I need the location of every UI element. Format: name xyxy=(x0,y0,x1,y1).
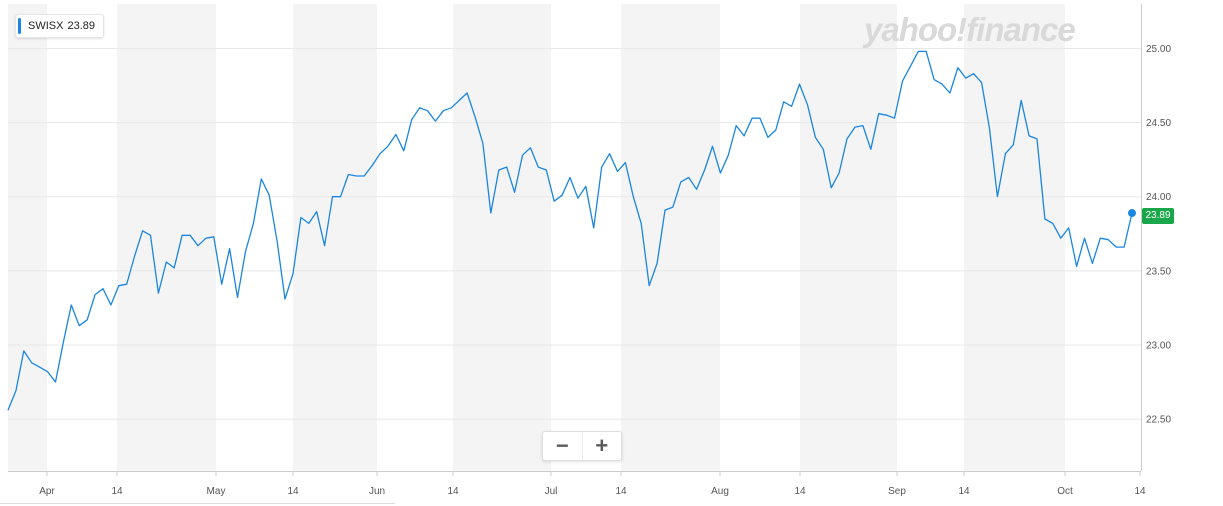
price-series[interactable] xyxy=(7,50,1136,411)
x-tick-label: 14 xyxy=(111,486,123,497)
y-tick-label: 22.50 xyxy=(1146,415,1171,426)
x-tick-label: Aug xyxy=(711,486,729,497)
background-band xyxy=(8,4,47,471)
y-tick-label: 23.50 xyxy=(1146,266,1171,277)
x-tick-label: 14 xyxy=(287,486,299,497)
ticker-badge[interactable]: SWISX 23.89 xyxy=(15,14,104,38)
chart-axes xyxy=(8,4,1142,476)
x-tick-label: 14 xyxy=(1134,486,1146,497)
background-band xyxy=(453,4,551,471)
y-tick-label: 23.00 xyxy=(1146,340,1171,351)
y-axis-tick-labels: 22.50 23.00 23.50 24.00 24.50 25.00 xyxy=(1146,44,1171,426)
y-tick-label: 24.50 xyxy=(1146,118,1171,129)
x-tick-label: Jun xyxy=(369,486,385,497)
y-tick-label: 25.00 xyxy=(1146,44,1171,55)
background-band xyxy=(621,4,720,471)
x-tick-label: 14 xyxy=(794,486,806,497)
price-line xyxy=(7,50,1133,411)
x-tick-label: 14 xyxy=(615,486,627,497)
background-band xyxy=(964,4,1065,471)
x-tick-label: Oct xyxy=(1057,486,1073,497)
background-band xyxy=(800,4,897,471)
x-tick-label: Apr xyxy=(39,486,55,497)
ticker-symbol: SWISX xyxy=(28,20,64,32)
y-tick-label: 24.00 xyxy=(1146,192,1171,203)
x-tick-label: 14 xyxy=(447,486,459,497)
background-band xyxy=(293,4,377,471)
chart-gridlines xyxy=(8,47,1141,420)
last-price-dot xyxy=(1128,209,1136,218)
background-band xyxy=(117,4,216,471)
divider xyxy=(0,503,395,504)
yahoo-finance-logo: yahoo!finance xyxy=(864,11,1076,48)
zoom-out-button[interactable]: − xyxy=(555,433,569,458)
zoom-controls: − + xyxy=(542,431,622,461)
x-tick-label: Jul xyxy=(545,486,558,497)
x-tick-label: May xyxy=(207,486,226,497)
last-price-tag: 23.89 xyxy=(1142,208,1174,224)
ticker-price: 23.89 xyxy=(67,20,95,32)
x-tick-label: 14 xyxy=(958,486,970,497)
chart-background-bands xyxy=(8,4,1065,471)
x-axis-tick-labels: Apr 14 May 14 Jun 14 Jul 14 Aug 14 Sep 14 Oct 14 xyxy=(39,486,1146,497)
series-color-marker xyxy=(18,18,21,34)
zoom-in-button[interactable]: + xyxy=(581,432,622,460)
x-tick-label: Sep xyxy=(888,486,906,497)
